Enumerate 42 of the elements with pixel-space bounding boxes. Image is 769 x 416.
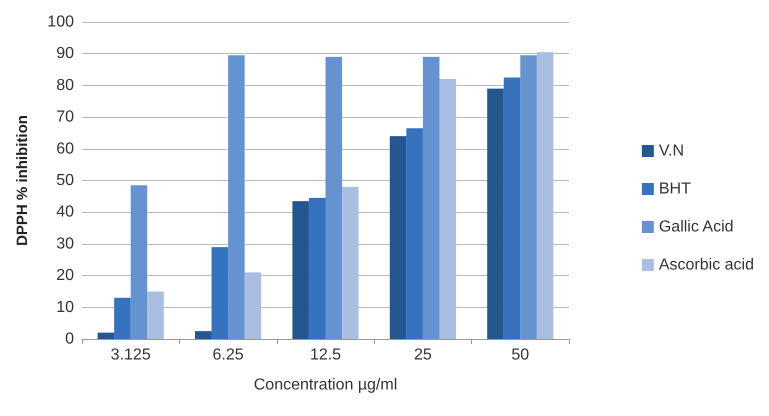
bar — [536, 52, 554, 339]
x-tick-label: 25 — [414, 346, 432, 364]
bar — [342, 186, 359, 339]
bar — [326, 56, 342, 339]
y-tick-label: 50 — [56, 172, 74, 189]
y-tick-label: 30 — [56, 235, 74, 252]
y-tick-label: 80 — [56, 76, 74, 94]
bar — [147, 291, 164, 339]
bar — [422, 56, 440, 339]
bar — [98, 332, 114, 339]
bar — [487, 88, 504, 339]
bar — [292, 201, 309, 339]
y-tick-label: 40 — [56, 204, 74, 221]
bar — [390, 136, 406, 339]
bar — [130, 185, 148, 339]
y-tick-label: 70 — [56, 108, 74, 126]
bar — [439, 79, 456, 339]
x-tick-label: 12.5 — [310, 346, 342, 364]
y-tick-label: 10 — [56, 298, 74, 316]
bar — [244, 272, 262, 339]
x-tick-label: 50 — [511, 346, 530, 364]
bar — [228, 55, 245, 339]
y-tick-label: 90 — [56, 45, 74, 62]
legend-label: BHT — [658, 180, 692, 198]
bar — [520, 55, 537, 339]
bar — [194, 331, 212, 339]
legend-label: Gallic Acid — [658, 218, 734, 236]
x-axis-title: Concentration µg/ml — [254, 376, 398, 394]
bar — [308, 198, 326, 339]
y-tick-label: 100 — [47, 14, 74, 30]
bar — [114, 298, 131, 339]
legend-label: Ascorbic acid — [658, 256, 754, 274]
y-axis-title: DPPH % inhibition — [14, 115, 31, 246]
legend-label: V.N — [658, 142, 684, 160]
y-tick-label: 60 — [56, 140, 74, 158]
x-tick-label: 3.125 — [110, 346, 151, 364]
bar — [504, 77, 520, 339]
y-tick-label: 20 — [56, 267, 74, 284]
x-tick-label: 6.25 — [212, 346, 244, 364]
bar — [212, 247, 228, 339]
bar — [406, 128, 423, 339]
y-tick-label: 0 — [65, 330, 74, 348]
